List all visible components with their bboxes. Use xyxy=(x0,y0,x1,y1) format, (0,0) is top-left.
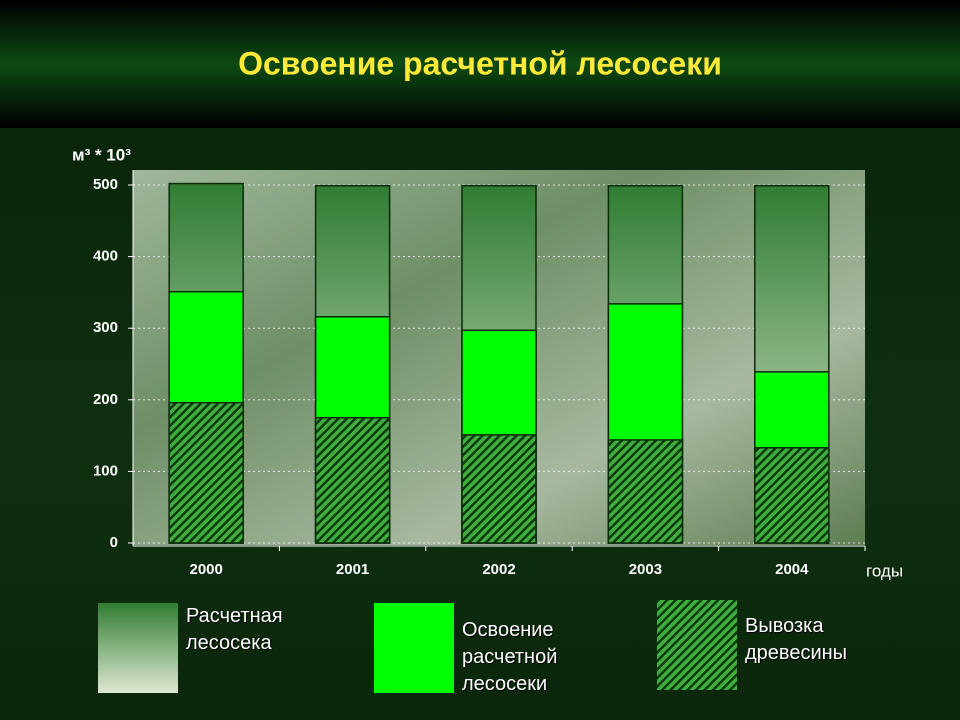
legend-swatch-fill xyxy=(374,603,454,693)
bar xyxy=(607,439,684,544)
legend-label: Освоение расчетной лесосеки xyxy=(462,619,558,695)
y-tick-label: 500 xyxy=(93,176,118,193)
legend-swatch-fill xyxy=(657,600,737,690)
bar xyxy=(314,416,391,544)
y-tick-label: 0 xyxy=(110,534,118,551)
x-tick-label: 2002 xyxy=(482,561,515,578)
legend-swatch xyxy=(657,600,737,690)
legend-label: Вывозка древесины xyxy=(745,615,848,664)
x-tick-label: 2001 xyxy=(336,561,369,578)
title-bar xyxy=(0,0,960,128)
y-axis-label: м³ * 10³ xyxy=(72,145,131,164)
y-tick-label: 300 xyxy=(93,319,118,336)
x-tick-label: 2004 xyxy=(775,561,809,578)
y-tick-label: 100 xyxy=(93,462,118,479)
y-tick-label: 400 xyxy=(93,248,118,265)
bar xyxy=(168,401,244,544)
legend-label: Расчетная лесосека xyxy=(186,605,283,654)
legend-swatch xyxy=(98,603,178,693)
x-axis-label: годы xyxy=(866,561,903,580)
y-tick-label: 200 xyxy=(93,391,118,408)
bar xyxy=(461,434,537,544)
x-tick-label: 2000 xyxy=(190,561,223,578)
legend-swatch xyxy=(374,603,454,693)
x-tick-label: 2003 xyxy=(629,561,662,578)
legend-swatch-fill xyxy=(98,603,178,693)
chart-title: Освоение расчетной лесосеки xyxy=(238,45,722,81)
bar xyxy=(754,447,830,544)
